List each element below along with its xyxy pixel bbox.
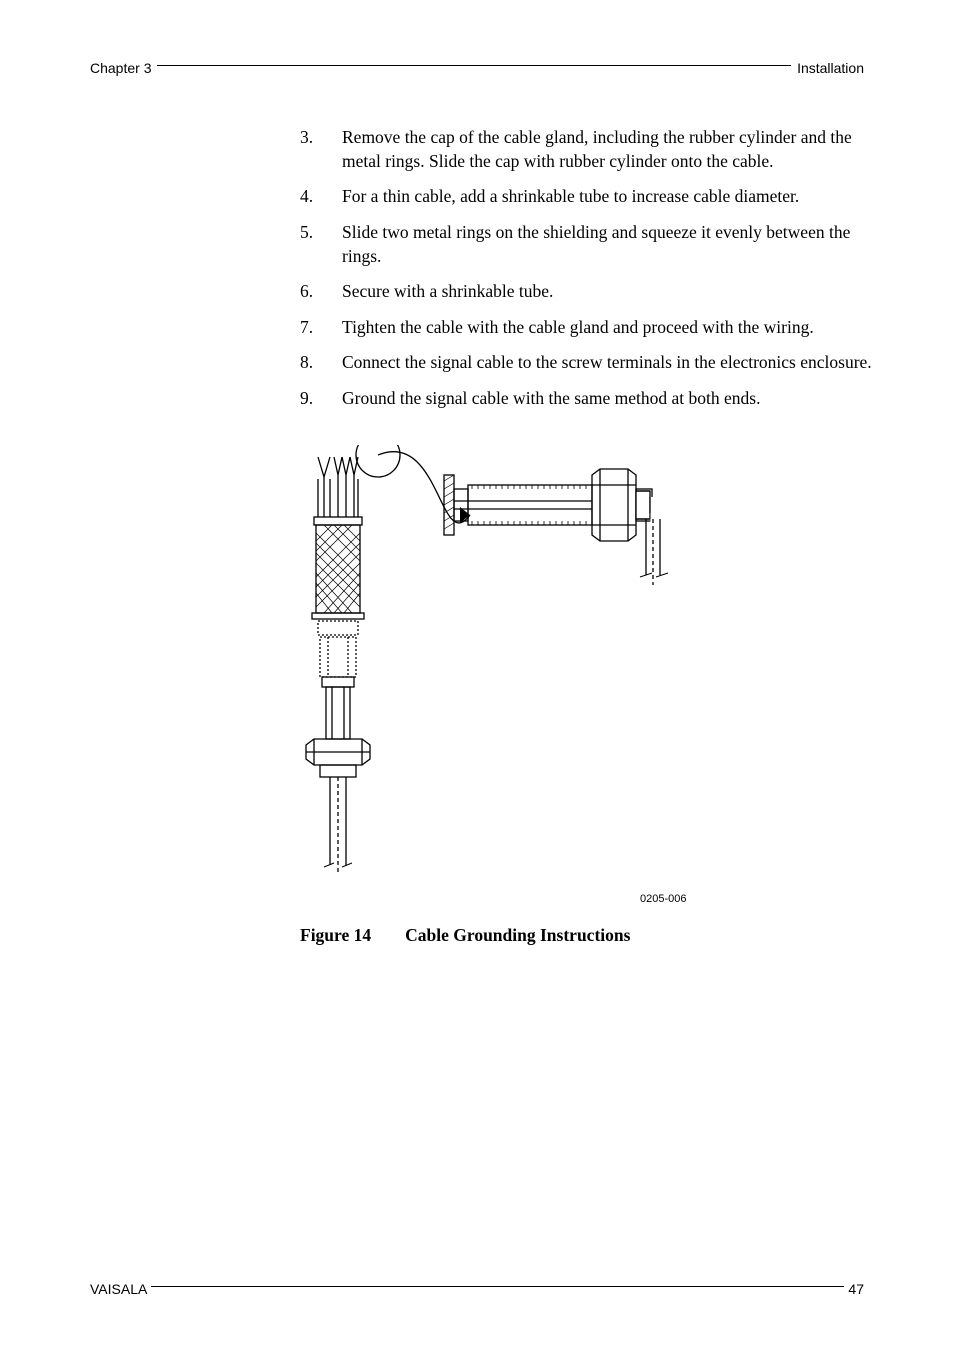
figure-container: 0205-006 <box>300 445 880 915</box>
instruction-step: 7.Tighten the cable with the cable gland… <box>300 316 880 340</box>
step-number: 5. <box>300 221 342 268</box>
step-text: Remove the cap of the cable gland, inclu… <box>342 126 880 173</box>
header-rule <box>157 65 791 66</box>
figure-label: Figure 14 <box>300 925 371 945</box>
step-number: 3. <box>300 126 342 173</box>
figure-caption: Figure 14 Cable Grounding Instructions <box>300 925 880 946</box>
instruction-list: 3.Remove the cap of the cable gland, inc… <box>300 126 880 411</box>
step-text: Secure with a shrinkable tube. <box>342 280 880 304</box>
step-text: Ground the signal cable with the same me… <box>342 387 880 411</box>
step-text: Connect the signal cable to the screw te… <box>342 351 880 375</box>
header-section: Installation <box>797 60 864 76</box>
step-number: 4. <box>300 185 342 209</box>
instruction-step: 3.Remove the cap of the cable gland, inc… <box>300 126 880 173</box>
step-number: 8. <box>300 351 342 375</box>
step-number: 6. <box>300 280 342 304</box>
step-number: 9. <box>300 387 342 411</box>
instruction-step: 4.For a thin cable, add a shrinkable tub… <box>300 185 880 209</box>
header-chapter: Chapter 3 <box>90 60 151 76</box>
step-text: For a thin cable, add a shrinkable tube … <box>342 185 880 209</box>
figure-title: Cable Grounding Instructions <box>405 925 630 945</box>
step-text: Tighten the cable with the cable gland a… <box>342 316 880 340</box>
figure-id: 0205-006 <box>640 893 687 905</box>
step-number: 7. <box>300 316 342 340</box>
instruction-step: 6.Secure with a shrinkable tube. <box>300 280 880 304</box>
instruction-step: 5.Slide two metal rings on the shielding… <box>300 221 880 268</box>
footer-rule <box>151 1286 844 1287</box>
step-text: Slide two metal rings on the shielding a… <box>342 221 880 268</box>
footer-page: 47 <box>848 1281 864 1297</box>
footer-brand: VAISALA <box>90 1281 147 1297</box>
instruction-step: 9.Ground the signal cable with the same … <box>300 387 880 411</box>
instruction-step: 8.Connect the signal cable to the screw … <box>300 351 880 375</box>
cable-grounding-diagram <box>300 445 720 905</box>
